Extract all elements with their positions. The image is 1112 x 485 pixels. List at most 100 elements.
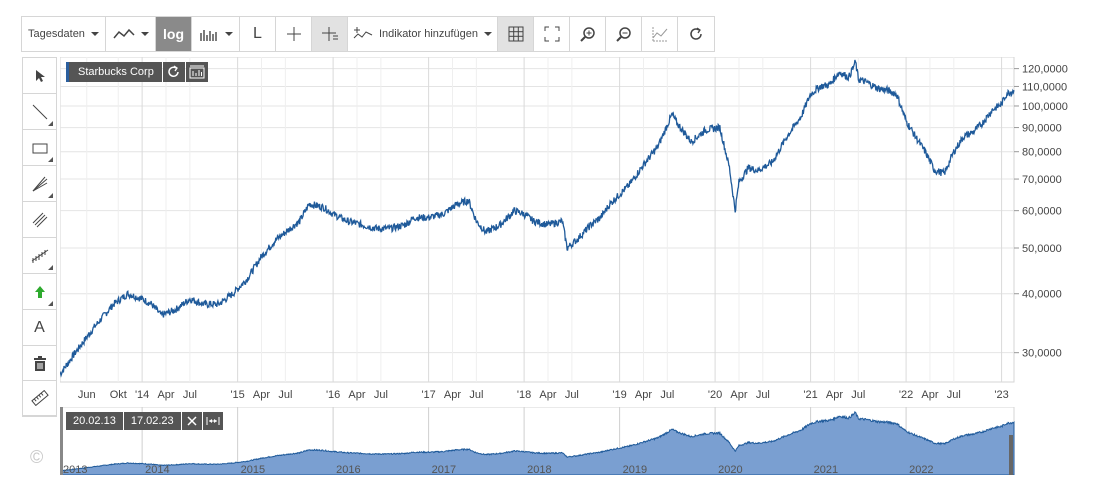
x-tick-label: Jul xyxy=(565,389,579,401)
range-to[interactable]: 17.02.23 xyxy=(123,412,181,430)
fullscreen-icon xyxy=(544,26,559,42)
measure-tool[interactable] xyxy=(22,380,57,416)
y-tick-label: 90,0000 xyxy=(1022,123,1062,135)
drawing-tools-panel: A xyxy=(22,57,57,417)
log-scale-toggle[interactable]: log xyxy=(156,17,192,51)
chevron-down-icon xyxy=(140,32,149,36)
crosshair-value-button[interactable] xyxy=(312,17,348,51)
indicator-settings-button[interactable] xyxy=(185,62,208,82)
x-tick-label: '22 xyxy=(899,389,913,401)
chevron-down-icon xyxy=(224,32,233,36)
chart-type-dropdown[interactable] xyxy=(106,17,156,51)
cursor-icon xyxy=(35,69,45,82)
y-tick-label: 110,0000 xyxy=(1022,81,1067,93)
x-tick-label: '23 xyxy=(994,389,1008,401)
price-line xyxy=(60,59,1015,378)
x-tick-label: Apr xyxy=(826,389,843,401)
instrument-label: Starbucks Corp xyxy=(66,62,162,82)
x-tick-label: '17 xyxy=(421,389,435,401)
navigator-year-label: 2015 xyxy=(241,464,265,475)
indicator-icon xyxy=(353,27,373,39)
expand-horizontal-icon xyxy=(206,417,220,425)
x-tick-label: Apr xyxy=(253,389,270,401)
y-tick-label: 100,0000 xyxy=(1022,101,1068,113)
y-tick-label: 40,0000 xyxy=(1022,289,1062,301)
zoom-in-icon xyxy=(579,27,595,42)
volume-dropdown[interactable] xyxy=(192,17,240,51)
compare-chart-icon xyxy=(652,27,667,42)
pattern-tool[interactable] xyxy=(23,238,56,274)
navigator-year-label: 2016 xyxy=(336,464,360,475)
grid-button[interactable] xyxy=(498,17,534,51)
submenu-icon xyxy=(48,157,53,162)
zoom-out-button[interactable] xyxy=(606,17,642,51)
x-tick-label: Apr xyxy=(921,389,938,401)
navigator-chart[interactable]: 2013 2014 2015 2016 2017 2018 2019 2020 2021 2022 xyxy=(60,407,1016,475)
reset-button[interactable] xyxy=(678,17,714,51)
green-arrow-up-icon xyxy=(34,285,45,298)
line-label-button[interactable]: L xyxy=(240,17,276,51)
y-tick-label: 60,0000 xyxy=(1022,206,1062,218)
refresh-icon xyxy=(690,27,702,40)
copyright-mark: © xyxy=(30,447,44,467)
expand-range-button[interactable] xyxy=(202,412,223,430)
reset-range-button[interactable] xyxy=(181,412,202,430)
navigator-left-handle[interactable] xyxy=(60,407,63,475)
channel-tool[interactable] xyxy=(23,202,56,238)
indicator-label: Indikator hinzufügen xyxy=(378,28,479,40)
chart-toolbar: Tagesdaten log L Indikator hinzufügen xyxy=(21,16,715,52)
crosshair-button[interactable] xyxy=(276,17,312,51)
submenu-icon xyxy=(48,265,53,270)
price-chart[interactable]: 30,0000 40,0000 50,0000 60,0000 70,0000 80,00… xyxy=(60,57,1112,402)
rectangle-icon xyxy=(32,143,47,153)
navigator-right-handle[interactable] xyxy=(1009,435,1013,475)
y-tick-label: 120,0000 xyxy=(1022,64,1068,76)
arrow-tool[interactable] xyxy=(23,274,56,310)
fan-tool[interactable] xyxy=(23,166,56,202)
submenu-icon xyxy=(48,121,53,126)
x-tick-label: Jul xyxy=(947,389,961,401)
trendline-icon xyxy=(32,104,47,119)
x-tick-label: Jul xyxy=(469,389,483,401)
add-indicator-dropdown[interactable]: Indikator hinzufügen xyxy=(348,17,498,51)
trash-icon xyxy=(33,356,46,371)
x-tick-label: '19 xyxy=(612,389,626,401)
volume-bars-icon xyxy=(199,30,217,41)
pointer-tool[interactable] xyxy=(23,58,56,94)
x-tick-label: Jul xyxy=(183,389,197,401)
chart-settings-icon xyxy=(189,65,205,79)
crosshair-value-icon xyxy=(321,27,338,41)
navigator-year-label: 2017 xyxy=(432,464,456,475)
text-tool[interactable]: A xyxy=(23,310,56,346)
grid-icon xyxy=(508,26,523,42)
navigator-year-label: 2020 xyxy=(718,464,742,475)
submenu-icon xyxy=(48,301,53,306)
navigator-year-label: 2013 xyxy=(63,464,87,475)
x-tick-label: '16 xyxy=(326,389,340,401)
y-tick-label: 50,0000 xyxy=(1022,243,1062,255)
fullscreen-button[interactable] xyxy=(534,17,570,51)
x-tick-label: '18 xyxy=(517,389,531,401)
refresh-icon xyxy=(168,65,179,77)
chevron-down-icon xyxy=(484,32,493,36)
compare-button[interactable] xyxy=(642,17,678,51)
rectangle-tool[interactable] xyxy=(23,130,56,166)
reload-instrument-button[interactable] xyxy=(162,62,185,82)
ruler-icon xyxy=(30,390,49,406)
x-tick-label: Apr xyxy=(635,389,652,401)
chevron-down-icon xyxy=(90,32,99,36)
fan-icon xyxy=(32,176,47,191)
x-tick-label: '21 xyxy=(803,389,817,401)
x-tick-label: Apr xyxy=(157,389,174,401)
navigator-year-label: 2019 xyxy=(623,464,647,475)
y-tick-label: 70,0000 xyxy=(1022,174,1062,186)
zoom-in-button[interactable] xyxy=(570,17,606,51)
y-tick-label: 80,0000 xyxy=(1022,147,1062,159)
delete-tool[interactable] xyxy=(23,346,56,382)
period-dropdown[interactable]: Tagesdaten xyxy=(22,17,106,51)
x-tick-label: '15 xyxy=(230,389,244,401)
date-range-control: 20.02.13 17.02.23 xyxy=(66,412,224,430)
range-from[interactable]: 20.02.13 xyxy=(66,412,123,430)
x-tick-label: Apr xyxy=(348,389,365,401)
trendline-tool[interactable] xyxy=(23,94,56,130)
